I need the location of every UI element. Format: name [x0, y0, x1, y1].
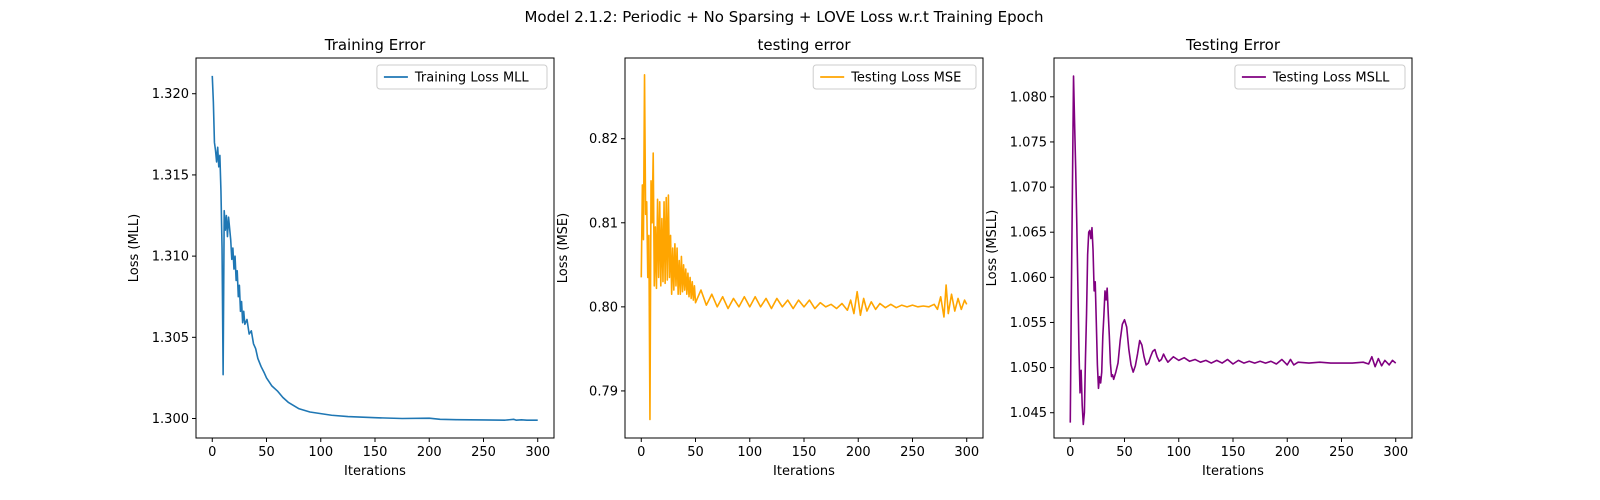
x-tick-label: 50	[1116, 445, 1133, 460]
x-tick-label: 0	[637, 445, 645, 460]
y-tick-label: 1.055	[1010, 316, 1047, 331]
series-line	[1069, 75, 1397, 426]
subplot-title: Testing Error	[1185, 36, 1281, 54]
x-axis-label: Iterations	[773, 464, 835, 479]
x-tick-label: 200	[1275, 445, 1300, 460]
y-tick-label: 1.060	[1010, 271, 1047, 286]
plot-frame	[1053, 57, 1413, 439]
legend-box	[812, 64, 977, 90]
subplot-1: Training Error 0 50 100 150 200 250 300 1.300 1.3…	[127, 36, 555, 479]
subplots: Training Error 0 50 100 150 200 250 300 1.300 1.3…	[127, 36, 1413, 479]
y-tick-label: 1.305	[152, 331, 189, 346]
y-tick-label: 0.79	[589, 384, 618, 399]
x-tick-label: 300	[1383, 445, 1408, 460]
x-axis-label: Iterations	[344, 464, 406, 479]
subplot-3: Testing Error 0 50 100 150 200 250 300 1.045 1.05…	[985, 36, 1413, 479]
y-tick-label: 1.065	[1010, 226, 1047, 241]
y-tick-label: 1.320	[152, 87, 189, 102]
series-line	[640, 74, 968, 421]
x-tick-label: 100	[1166, 445, 1191, 460]
x-tick-label: 250	[471, 445, 496, 460]
y-tick-label: 1.310	[152, 250, 189, 265]
x-tick-label: 100	[308, 445, 333, 460]
x-tick-label: 50	[687, 445, 704, 460]
y-tick-label: 0.82	[589, 132, 618, 147]
legend: Training Loss MLL	[376, 64, 548, 90]
x-tick-label: 0	[1066, 445, 1074, 460]
y-axis-label: Loss (MSLL)	[985, 210, 1000, 287]
x-tick-label: 300	[525, 445, 550, 460]
series-line	[211, 75, 538, 421]
y-tick-label: 1.075	[1010, 135, 1047, 150]
y-tick-label: 1.315	[152, 168, 189, 183]
y-tick-label: 1.070	[1010, 181, 1047, 196]
y-axis-label: Loss (MSE)	[556, 213, 571, 283]
plot-frame	[624, 57, 984, 439]
y-tick-label: 1.080	[1010, 90, 1047, 105]
x-tick-label: 150	[792, 445, 817, 460]
x-tick-label: 0	[208, 445, 216, 460]
subplot-title: Training Error	[324, 36, 426, 54]
x-tick-label: 200	[417, 445, 442, 460]
x-tick-label: 200	[846, 445, 871, 460]
legend-label: Testing Loss MSLL	[1272, 71, 1390, 86]
y-tick-label: 1.300	[152, 412, 189, 427]
x-tick-label: 300	[954, 445, 979, 460]
x-tick-label: 150	[1221, 445, 1246, 460]
x-tick-label: 250	[1329, 445, 1354, 460]
y-tick-label: 1.050	[1010, 361, 1047, 376]
legend: Testing Loss MSE	[812, 64, 977, 90]
y-tick-label: 0.81	[589, 216, 618, 231]
plot-frame	[195, 57, 555, 439]
subplot-title: testing error	[757, 36, 851, 54]
legend-box	[1234, 64, 1406, 90]
legend-box	[376, 64, 548, 90]
x-tick-label: 100	[737, 445, 762, 460]
legend-label: Testing Loss MSE	[850, 71, 961, 86]
x-axis-label: Iterations	[1202, 464, 1264, 479]
y-tick-label: 0.80	[589, 300, 618, 315]
y-tick-label: 1.045	[1010, 406, 1047, 421]
figure-suptitle: Model 2.1.2: Periodic + No Sparsing + LO…	[524, 8, 1043, 26]
legend: Testing Loss MSLL	[1234, 64, 1406, 90]
x-tick-label: 150	[363, 445, 388, 460]
x-tick-label: 250	[900, 445, 925, 460]
legend-label: Training Loss MLL	[414, 71, 530, 86]
x-tick-label: 50	[258, 445, 275, 460]
y-axis-label: Loss (MLL)	[127, 214, 142, 283]
subplot-2: testing error 0 50 100 150 200 250 300 0.79 0.80 0…	[556, 36, 984, 479]
